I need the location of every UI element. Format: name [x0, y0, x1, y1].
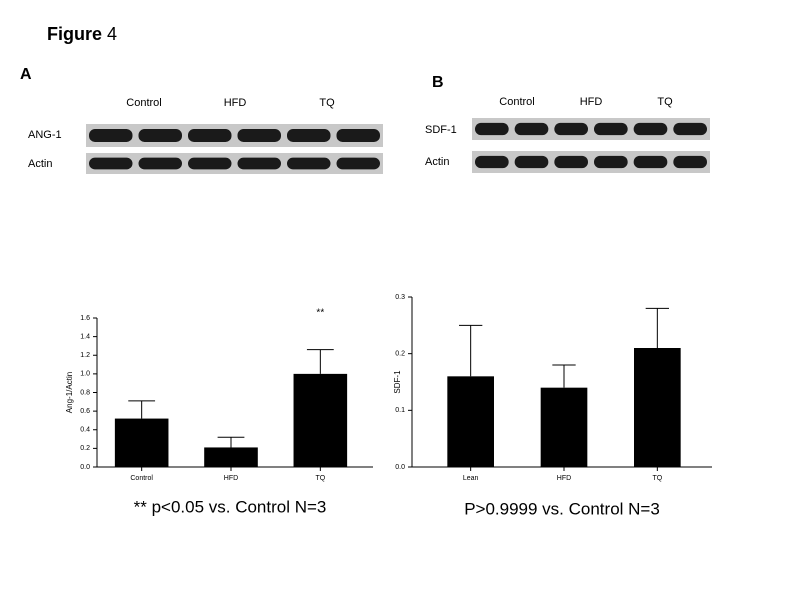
y-tick-label: 1.2: [80, 352, 90, 359]
row-label: SDF-1: [425, 124, 457, 136]
y-tick-label: 0.8: [80, 389, 90, 396]
panel-label: B: [432, 74, 444, 91]
lane-label: HFD: [580, 96, 603, 108]
y-axis-label: SDF-1: [393, 370, 402, 394]
lane-label: Control: [126, 97, 161, 109]
x-tick-label: Control: [130, 475, 153, 482]
figure-title: Figure 4: [47, 24, 117, 44]
figure-number: 4: [107, 24, 117, 44]
y-tick-label: 0.4: [80, 427, 90, 434]
blot-band: [237, 157, 281, 170]
y-tick-label: 1.0: [80, 371, 90, 378]
blot-band: [554, 122, 588, 136]
blot-band: [89, 129, 133, 142]
y-tick-label: 0.0: [395, 464, 405, 471]
y-tick-label: 0.0: [80, 464, 90, 471]
y-tick-label: 0.2: [395, 351, 405, 358]
bar: [204, 447, 258, 467]
blot-band: [633, 155, 668, 169]
blot-band: [237, 129, 281, 142]
blot-band: [188, 157, 232, 170]
row-label: Actin: [425, 156, 449, 168]
blot-band: [336, 129, 380, 142]
x-tick-label: HFD: [557, 475, 571, 482]
x-tick-label: Lean: [463, 475, 479, 482]
bar: [447, 376, 494, 467]
row-label: Actin: [28, 158, 52, 170]
blot-band: [594, 122, 628, 136]
blot-band: [336, 157, 380, 170]
panel-label: A: [20, 66, 32, 83]
x-tick-label: TQ: [652, 475, 662, 482]
y-tick-label: 0.1: [395, 407, 405, 414]
caption: P>0.9999 vs. Control N=3: [464, 499, 660, 518]
lane-label: TQ: [319, 97, 335, 109]
blot-band: [89, 157, 133, 170]
bar: [540, 387, 588, 467]
blot-band: [673, 122, 707, 136]
bar: [293, 373, 348, 467]
y-tick-label: 0.6: [80, 408, 90, 415]
blot-band: [514, 122, 549, 136]
blot-band: [188, 129, 232, 142]
blot-band: [673, 155, 707, 169]
blot-band: [475, 122, 509, 136]
row-label: ANG-1: [28, 129, 62, 141]
y-tick-label: 1.4: [80, 333, 90, 340]
blot-band: [514, 155, 549, 169]
x-tick-label: TQ: [315, 475, 325, 482]
lane-label: HFD: [224, 97, 247, 109]
lane-label: TQ: [657, 96, 673, 108]
blot-band: [138, 129, 182, 142]
y-axis-label: Ang-1/Actin: [65, 372, 74, 413]
blot-band: [633, 122, 668, 136]
blot-band: [594, 155, 628, 169]
annotation: **: [316, 307, 324, 318]
y-tick-label: 0.2: [80, 445, 90, 452]
x-tick-label: HFD: [224, 475, 238, 482]
y-tick-label: 1.6: [80, 315, 90, 322]
caption: ** p<0.05 vs. Control N=3: [134, 497, 327, 516]
blot-band: [287, 129, 331, 142]
bar: [634, 348, 681, 467]
y-tick-label: 0.3: [395, 294, 405, 301]
bar: [114, 418, 169, 467]
blot-band: [554, 155, 588, 169]
blot-band: [138, 157, 182, 170]
figure-title-word: Figure: [47, 24, 102, 44]
lane-label: Control: [499, 96, 534, 108]
blot-band: [287, 157, 331, 170]
blot-band: [475, 155, 509, 169]
